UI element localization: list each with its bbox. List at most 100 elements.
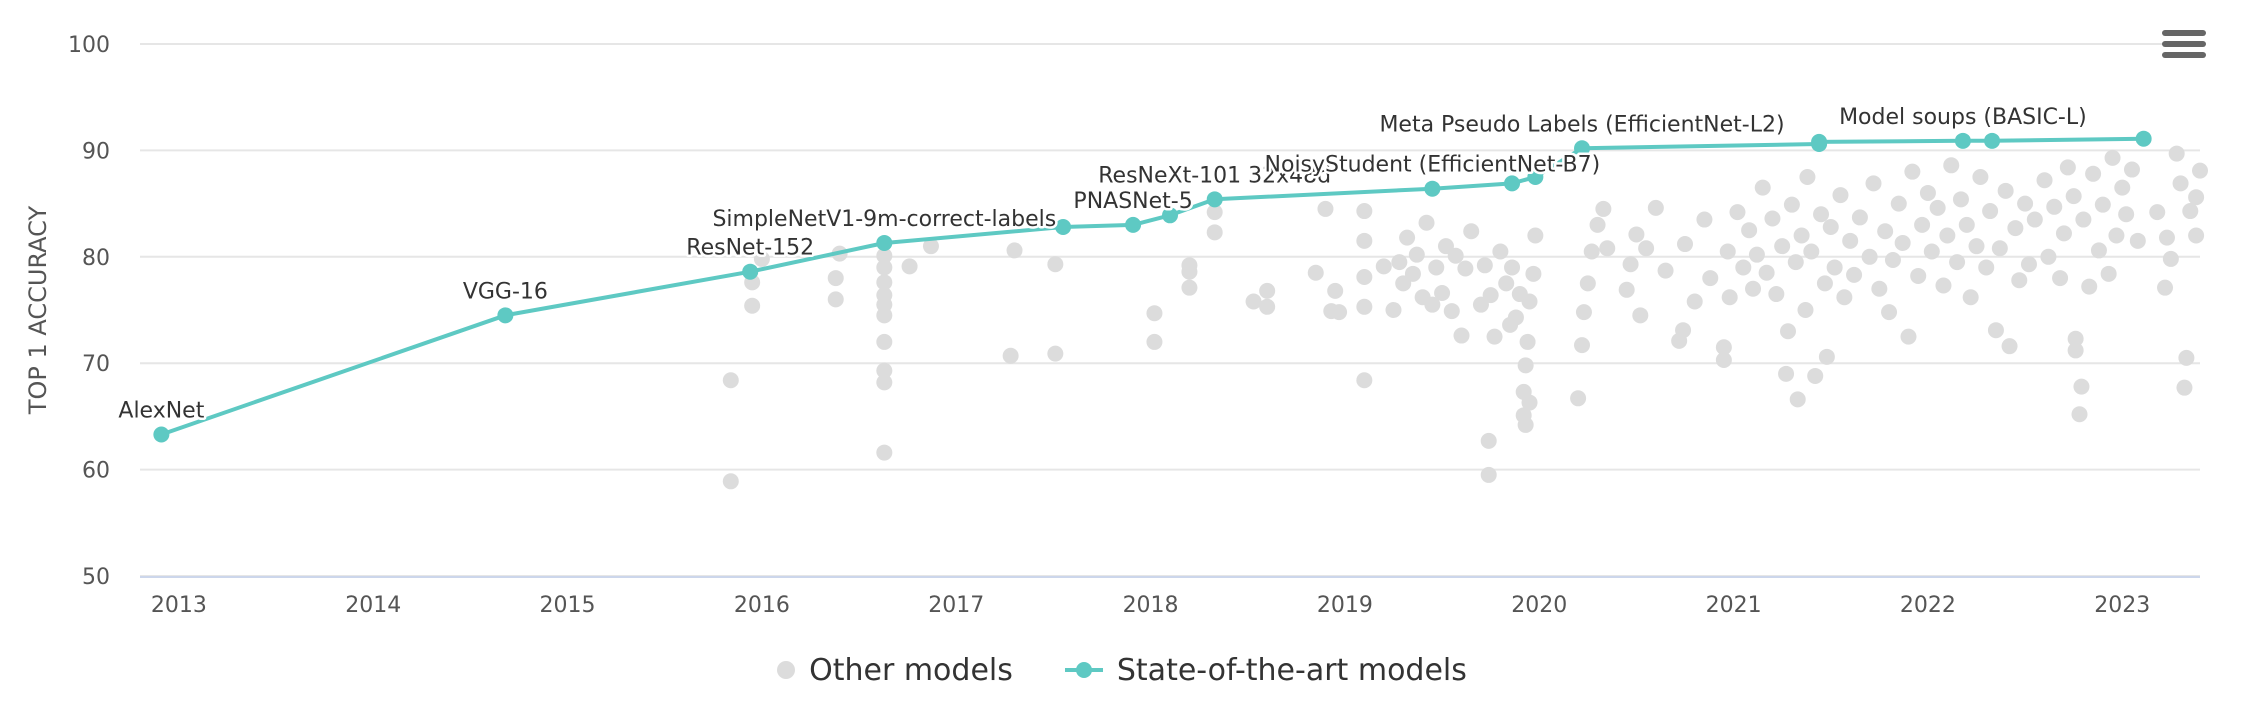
other-model-point[interactable] xyxy=(722,372,739,389)
other-model-point[interactable] xyxy=(1327,282,1344,299)
other-model-point[interactable] xyxy=(1818,348,1835,365)
other-model-point[interactable] xyxy=(1816,275,1833,292)
other-model-point[interactable] xyxy=(1768,286,1785,303)
other-model-point[interactable] xyxy=(1877,223,1894,240)
other-model-point[interactable] xyxy=(1434,284,1451,301)
sota-model-point[interactable] xyxy=(1527,169,1544,185)
other-model-point[interactable] xyxy=(1476,257,1493,274)
other-model-point[interactable] xyxy=(1677,236,1693,253)
other-model-point[interactable] xyxy=(1424,296,1441,313)
other-model-point[interactable] xyxy=(1527,227,1544,244)
other-model-point[interactable] xyxy=(1428,259,1445,276)
other-model-point[interactable] xyxy=(2118,206,2135,223)
other-model-point[interactable] xyxy=(2046,198,2063,215)
other-model-point[interactable] xyxy=(2178,349,2195,366)
other-model-point[interactable] xyxy=(1647,199,1664,216)
other-model-point[interactable] xyxy=(1657,262,1674,279)
other-model-point[interactable] xyxy=(2188,227,2205,244)
other-model-point[interactable] xyxy=(1962,289,1979,306)
other-model-point[interactable] xyxy=(722,473,739,490)
other-model-point[interactable] xyxy=(2094,196,2111,213)
other-model-point[interactable] xyxy=(1789,391,1806,408)
other-model-point[interactable] xyxy=(1826,259,1843,276)
other-model-point[interactable] xyxy=(1317,200,1334,217)
other-model-point[interactable] xyxy=(1748,246,1765,263)
other-model-point[interactable] xyxy=(1307,264,1324,281)
other-model-point[interactable] xyxy=(1929,199,1946,216)
other-model-point[interactable] xyxy=(2036,172,2053,189)
other-model-point[interactable] xyxy=(2067,342,2084,359)
other-model-point[interactable] xyxy=(1259,282,1276,299)
other-model-point[interactable] xyxy=(876,333,893,350)
other-model-point[interactable] xyxy=(1978,259,1995,276)
other-model-point[interactable] xyxy=(1628,226,1645,243)
other-model-point[interactable] xyxy=(2172,175,2189,192)
other-model-point[interactable] xyxy=(1206,204,1223,221)
other-model-point[interactable] xyxy=(1813,206,1830,223)
other-model-point[interactable] xyxy=(1447,247,1464,264)
other-model-point[interactable] xyxy=(1408,246,1425,263)
other-model-point[interactable] xyxy=(1774,238,1791,255)
sota-model-point[interactable] xyxy=(1055,219,1072,236)
other-model-point[interactable] xyxy=(1935,277,1952,294)
other-model-point[interactable] xyxy=(2104,149,2121,166)
other-model-point[interactable] xyxy=(901,258,918,275)
other-model-point[interactable] xyxy=(2017,195,2034,212)
other-model-point[interactable] xyxy=(1793,227,1810,244)
other-model-point[interactable] xyxy=(1638,240,1655,257)
sota-model-point[interactable] xyxy=(2135,130,2152,147)
other-model-point[interactable] xyxy=(1846,266,1863,283)
other-model-point[interactable] xyxy=(876,247,893,264)
other-model-point[interactable] xyxy=(1783,196,1800,213)
other-model-point[interactable] xyxy=(1599,240,1616,257)
other-model-point[interactable] xyxy=(1972,169,1989,185)
other-model-point[interactable] xyxy=(1865,175,1882,192)
other-model-point[interactable] xyxy=(1943,157,1960,174)
sota-model-point[interactable] xyxy=(497,307,514,324)
other-model-point[interactable] xyxy=(2085,165,2102,182)
other-model-point[interactable] xyxy=(1453,327,1470,344)
other-model-point[interactable] xyxy=(1331,304,1348,321)
other-model-point[interactable] xyxy=(1574,337,1590,354)
other-model-point[interactable] xyxy=(1356,232,1373,249)
other-model-point[interactable] xyxy=(1968,238,1985,255)
sota-model-point[interactable] xyxy=(1424,180,1441,197)
other-model-point[interactable] xyxy=(1914,216,1931,233)
other-model-point[interactable] xyxy=(1146,333,1163,350)
other-model-point[interactable] xyxy=(2162,250,2179,267)
other-model-point[interactable] xyxy=(1832,187,1849,204)
sota-model-point[interactable] xyxy=(876,234,893,251)
other-model-point[interactable] xyxy=(2007,220,2024,237)
other-model-point[interactable] xyxy=(1764,210,1781,227)
other-model-point[interactable] xyxy=(1745,280,1762,297)
sota-model-point[interactable] xyxy=(1206,191,1223,208)
other-model-point[interactable] xyxy=(2192,162,2208,179)
other-model-point[interactable] xyxy=(1982,203,1999,220)
other-model-point[interactable] xyxy=(876,374,893,391)
other-model-point[interactable] xyxy=(1492,243,1509,260)
other-model-point[interactable] xyxy=(2123,161,2140,178)
other-model-point[interactable] xyxy=(1851,209,1868,226)
other-model-point[interactable] xyxy=(2182,203,2199,220)
other-model-point[interactable] xyxy=(1047,345,1064,362)
other-model-point[interactable] xyxy=(1463,223,1480,240)
sota-model-point[interactable] xyxy=(1125,216,1142,233)
other-model-point[interactable] xyxy=(1997,182,2014,199)
other-model-point[interactable] xyxy=(2020,256,2037,273)
other-model-point[interactable] xyxy=(1356,372,1373,389)
other-model-point[interactable] xyxy=(1787,254,1804,271)
other-model-point[interactable] xyxy=(1486,328,1503,345)
other-model-point[interactable] xyxy=(1919,184,1936,201)
other-model-point[interactable] xyxy=(1375,258,1392,275)
other-model-point[interactable] xyxy=(1622,256,1639,273)
other-model-point[interactable] xyxy=(1575,304,1592,321)
other-model-point[interactable] xyxy=(2075,211,2092,228)
other-model-point[interactable] xyxy=(1356,269,1373,286)
other-model-point[interactable] xyxy=(1457,260,1474,277)
other-model-point[interactable] xyxy=(2114,179,2131,196)
other-model-point[interactable] xyxy=(1861,248,1878,265)
other-model-point[interactable] xyxy=(2055,225,2072,242)
other-model-point[interactable] xyxy=(1958,216,1975,233)
other-model-point[interactable] xyxy=(1778,365,1795,382)
other-model-point[interactable] xyxy=(1881,304,1898,321)
